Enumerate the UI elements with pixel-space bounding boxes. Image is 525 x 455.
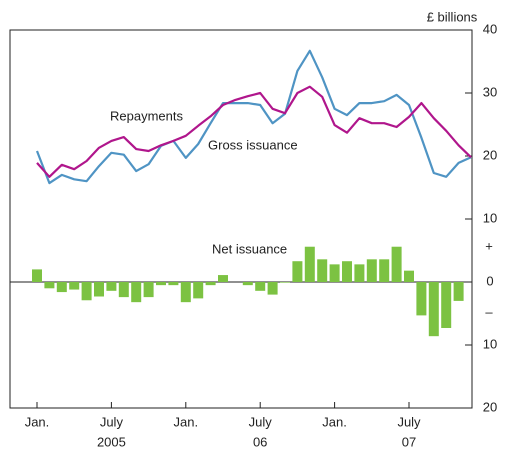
sign-label: + <box>485 238 493 253</box>
bar <box>317 259 328 282</box>
y-tick-label: 10 <box>483 210 497 225</box>
x-year-label: 06 <box>253 434 267 449</box>
bar <box>69 282 80 290</box>
unit-label: £ billions <box>427 9 478 24</box>
plot-frame <box>9 29 473 409</box>
bar <box>94 282 104 297</box>
bar <box>255 282 266 291</box>
bar <box>416 282 427 316</box>
bar <box>218 275 228 282</box>
bar <box>441 282 452 328</box>
series-label: Repayments <box>110 108 183 123</box>
series-label: Net issuance <box>212 241 287 256</box>
bar <box>354 264 365 282</box>
bar <box>168 282 179 286</box>
bar <box>267 282 278 295</box>
bar <box>404 270 414 282</box>
y-tick-label: 40 <box>483 21 497 36</box>
bar <box>106 282 117 291</box>
bar <box>193 282 204 299</box>
line <box>35 49 472 185</box>
bar <box>428 282 439 337</box>
x-year-label: 07 <box>402 434 416 449</box>
series-label: Gross issuance <box>208 137 298 152</box>
line <box>36 85 472 178</box>
sign-label: – <box>485 304 493 319</box>
bar <box>180 282 191 303</box>
bar <box>304 246 315 282</box>
bar <box>32 269 42 282</box>
x-tick-label: July <box>249 414 273 429</box>
bar <box>143 282 154 298</box>
x-tick-label: July <box>100 414 124 429</box>
x-tick-label: Jan. <box>174 414 199 429</box>
bar <box>342 261 352 282</box>
y-tick-label: 10 <box>483 336 497 351</box>
bar <box>329 264 340 282</box>
x-tick-label: July <box>397 414 421 429</box>
bar <box>131 282 142 303</box>
y-tick-label: 20 <box>483 399 497 414</box>
x-year-label: 2005 <box>97 434 126 449</box>
bar <box>56 282 67 293</box>
bar <box>280 282 290 283</box>
bar <box>453 282 464 301</box>
y-tick-label: 20 <box>483 147 497 162</box>
y-tick-label: 30 <box>483 84 497 99</box>
bar <box>156 282 166 286</box>
y-tick-label: 0 <box>486 273 493 288</box>
bar <box>391 246 402 282</box>
bar <box>44 282 55 289</box>
bar <box>205 282 216 286</box>
bar <box>366 259 377 282</box>
bar <box>379 259 390 282</box>
x-tick-label: Jan. <box>25 414 50 429</box>
bar <box>242 282 253 286</box>
bar <box>292 261 303 282</box>
bar <box>118 282 129 298</box>
x-tick-label: Jan. <box>322 414 347 429</box>
bar <box>81 282 92 301</box>
